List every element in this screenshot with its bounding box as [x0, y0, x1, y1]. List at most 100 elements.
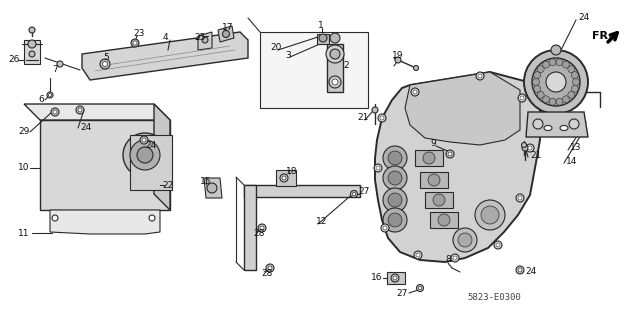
- Circle shape: [453, 228, 477, 252]
- Polygon shape: [24, 104, 170, 120]
- Circle shape: [372, 107, 378, 113]
- Circle shape: [416, 253, 420, 257]
- Text: 27: 27: [397, 288, 408, 298]
- Circle shape: [383, 188, 407, 212]
- Polygon shape: [198, 32, 212, 50]
- Polygon shape: [375, 72, 540, 262]
- Polygon shape: [420, 172, 448, 188]
- Circle shape: [380, 116, 384, 120]
- Circle shape: [563, 96, 570, 103]
- Circle shape: [438, 214, 450, 226]
- Circle shape: [537, 66, 544, 73]
- Text: 24: 24: [145, 140, 156, 150]
- Circle shape: [417, 285, 424, 292]
- Circle shape: [518, 94, 526, 102]
- Circle shape: [393, 276, 397, 280]
- Circle shape: [395, 57, 401, 63]
- Circle shape: [133, 41, 137, 45]
- Text: 20: 20: [270, 43, 282, 53]
- Circle shape: [451, 254, 459, 262]
- Circle shape: [388, 213, 402, 227]
- Circle shape: [329, 76, 341, 88]
- Polygon shape: [317, 34, 329, 44]
- Circle shape: [413, 90, 417, 94]
- Circle shape: [532, 58, 580, 106]
- Circle shape: [140, 136, 148, 144]
- Circle shape: [476, 72, 484, 80]
- Circle shape: [534, 72, 541, 79]
- Polygon shape: [327, 44, 343, 92]
- Polygon shape: [276, 170, 296, 186]
- Circle shape: [47, 92, 53, 98]
- Text: 2: 2: [343, 61, 349, 70]
- Polygon shape: [244, 185, 360, 197]
- Circle shape: [528, 146, 532, 150]
- Circle shape: [383, 146, 407, 170]
- Circle shape: [518, 196, 522, 200]
- Circle shape: [131, 39, 139, 47]
- Circle shape: [549, 59, 556, 66]
- Circle shape: [516, 194, 524, 202]
- Circle shape: [383, 226, 387, 230]
- Circle shape: [448, 152, 452, 156]
- Circle shape: [388, 151, 402, 165]
- Polygon shape: [204, 178, 222, 198]
- Circle shape: [572, 72, 579, 79]
- Circle shape: [223, 31, 230, 38]
- Text: 24: 24: [578, 13, 589, 23]
- Circle shape: [29, 51, 35, 57]
- Polygon shape: [526, 112, 588, 137]
- Polygon shape: [425, 192, 453, 208]
- Circle shape: [522, 145, 528, 151]
- Circle shape: [57, 61, 63, 67]
- Text: 1: 1: [318, 21, 324, 31]
- Polygon shape: [218, 26, 234, 42]
- Circle shape: [137, 147, 153, 163]
- Circle shape: [260, 226, 264, 230]
- Circle shape: [568, 91, 575, 98]
- Circle shape: [376, 166, 380, 170]
- Polygon shape: [405, 72, 520, 145]
- Circle shape: [123, 133, 167, 177]
- Polygon shape: [244, 185, 256, 270]
- Text: 17: 17: [222, 24, 234, 33]
- Circle shape: [556, 98, 563, 105]
- Circle shape: [207, 183, 217, 193]
- Circle shape: [280, 174, 288, 182]
- Circle shape: [49, 93, 51, 97]
- Circle shape: [149, 215, 155, 221]
- Circle shape: [319, 34, 327, 42]
- Circle shape: [494, 241, 502, 249]
- Circle shape: [520, 96, 524, 100]
- Polygon shape: [154, 104, 170, 210]
- Circle shape: [326, 45, 344, 63]
- Circle shape: [381, 224, 389, 232]
- Text: 26: 26: [8, 56, 19, 64]
- Circle shape: [332, 79, 338, 85]
- Circle shape: [383, 166, 407, 190]
- Text: 6: 6: [38, 95, 44, 105]
- Text: 27: 27: [358, 188, 369, 197]
- Circle shape: [478, 74, 482, 78]
- Circle shape: [102, 62, 108, 66]
- Text: 12: 12: [316, 218, 328, 226]
- Circle shape: [391, 274, 399, 282]
- Circle shape: [458, 233, 472, 247]
- Circle shape: [556, 59, 563, 66]
- Circle shape: [388, 193, 402, 207]
- Circle shape: [258, 224, 266, 232]
- Text: 4: 4: [163, 33, 168, 42]
- Circle shape: [496, 243, 500, 247]
- Circle shape: [481, 206, 499, 224]
- Circle shape: [534, 85, 541, 92]
- Circle shape: [282, 176, 286, 180]
- Circle shape: [428, 174, 440, 186]
- Polygon shape: [130, 135, 172, 190]
- Text: 25: 25: [194, 33, 205, 42]
- Circle shape: [522, 143, 527, 147]
- Circle shape: [475, 200, 505, 230]
- Polygon shape: [387, 272, 405, 284]
- Text: 21: 21: [357, 114, 369, 122]
- Circle shape: [423, 152, 435, 164]
- Text: FR.: FR.: [592, 31, 612, 41]
